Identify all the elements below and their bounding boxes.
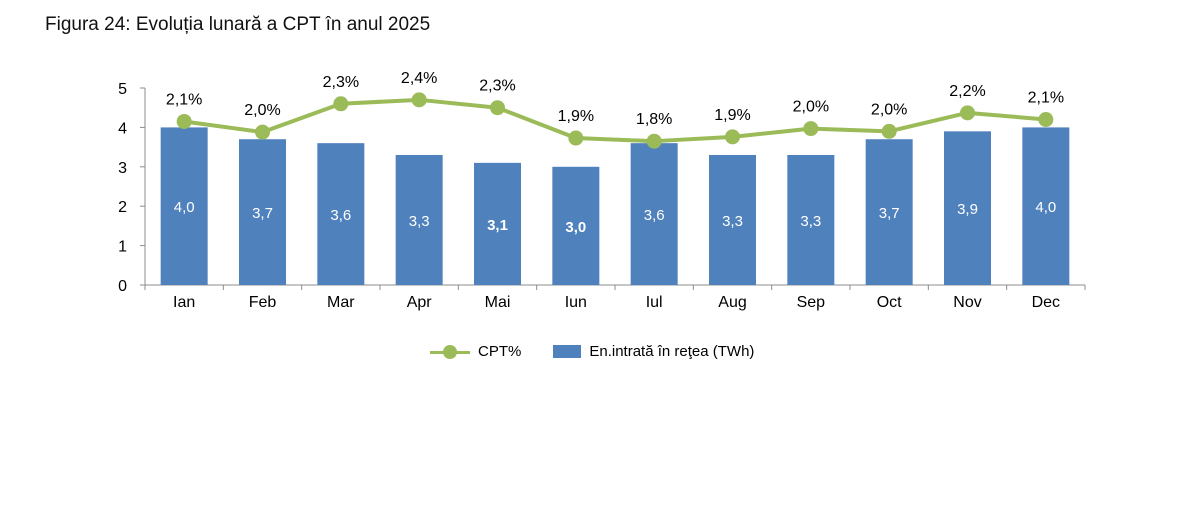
bar-labels: 4,0 3,7 3,6 3,3 3,1 3,0 3,6 3,3 3,3 3,7 3,9 4,0 (174, 199, 1057, 236)
cpt-data-label: 2,0% (244, 102, 280, 119)
cpt-data-label: 2,3% (479, 78, 515, 95)
y-tick-labels: 0 1 2 3 4 5 (118, 81, 145, 295)
cpt-data-label: 2,0% (793, 99, 829, 116)
y-tick-label: 3 (118, 160, 127, 177)
bar-data-label: 3,7 (252, 205, 273, 222)
cpt-data-label: 2,3% (323, 74, 359, 91)
cpt-data-label: 2,0% (871, 101, 907, 118)
cpt-point (646, 133, 662, 149)
bar-data-label: 3,3 (409, 213, 430, 230)
cpt-point (333, 96, 349, 112)
cpt-data-label: 2,4% (401, 70, 437, 87)
cpt-point (411, 92, 427, 108)
cpt-line (183, 97, 1047, 144)
bar-series (160, 127, 1070, 286)
cpt-point (568, 130, 584, 146)
x-tick-label: Oct (877, 294, 902, 311)
x-tick-label: Mai (485, 294, 511, 311)
cpt-point (176, 113, 192, 129)
y-tick-label: 1 (118, 239, 127, 256)
x-tick-label: Aug (718, 294, 746, 311)
bar (944, 131, 991, 285)
bar (552, 166, 600, 285)
bar-data-label: 3,6 (644, 207, 665, 224)
bar-data-label: 3,3 (722, 213, 743, 230)
bar (317, 143, 365, 285)
bar (239, 139, 286, 285)
bar (709, 154, 756, 285)
bar (160, 127, 208, 286)
legend-item-cpt[interactable]: CPT% (430, 343, 521, 360)
cpt-point (803, 121, 819, 137)
y-tick-label: 4 (118, 120, 127, 137)
bar-data-label: 3,0 (565, 219, 586, 236)
x-tick-label: Ian (173, 294, 195, 311)
bar (395, 154, 443, 285)
legend-line-icon (430, 344, 470, 359)
y-tick-label: 0 (118, 278, 127, 295)
bar (630, 143, 678, 285)
y-tick-label: 5 (118, 81, 127, 98)
line-series (176, 92, 1054, 149)
cpt-data-label: 2,1% (1028, 90, 1064, 107)
x-tick-label: Sep (797, 294, 826, 311)
y-tick-label: 2 (118, 199, 127, 216)
cpt-point (1038, 112, 1054, 128)
cpt-point (725, 129, 740, 145)
legend-item-energy[interactable]: En.intrată în reţea (TWh) (553, 343, 754, 360)
line-labels: 2,1% 2,0% 2,3% 2,4% 2,3% 1,9% 1,8% 1,9% 2,0% 2,0%… (166, 70, 1064, 128)
bar (1022, 127, 1070, 286)
bar-data-label: 4,0 (174, 199, 195, 216)
cpt-point (255, 124, 270, 140)
cpt-data-label: 1,9% (558, 108, 594, 125)
bar-data-label: 3,3 (800, 213, 821, 230)
bar (787, 154, 835, 285)
bar-data-label: 3,6 (330, 207, 351, 224)
cpt-point (881, 123, 897, 139)
legend-label-cpt: CPT% (478, 343, 522, 360)
x-tick-label: Mar (327, 294, 355, 311)
figure-title: Figura 24: Evoluția lunară a CPT în anul… (45, 14, 431, 35)
cpt-data-label: 2,2% (949, 83, 985, 100)
x-tick-label: Dec (1032, 294, 1060, 311)
legend-label-energy: En.intrată în reţea (TWh) (589, 343, 755, 360)
bar-data-label: 3,7 (879, 205, 900, 222)
cpt-data-label: 2,1% (166, 91, 202, 108)
cpt-data-label: 1,9% (714, 107, 750, 124)
cpt-point (490, 100, 505, 116)
x-tick-labels: Ian Feb Mar Apr Mai Iun Iul Aug Sep Oct Nov Dec (144, 285, 1086, 311)
x-tick-label: Nov (953, 294, 981, 311)
legend: CPT% En.intrată în reţea (TWh) (430, 343, 786, 360)
bar (474, 162, 521, 285)
x-tick-label: Iun (565, 294, 587, 311)
bar-data-label: 3,9 (957, 201, 978, 218)
cpt-data-label: 1,8% (636, 111, 672, 128)
x-tick-label: Feb (249, 294, 277, 311)
x-tick-label: Iul (646, 294, 663, 311)
x-tick-label: Apr (407, 294, 433, 311)
cpt-point (960, 105, 975, 121)
bar-data-label: 4,0 (1035, 199, 1056, 216)
legend-box-icon (553, 345, 582, 358)
bar-data-label: 3,1 (487, 217, 508, 234)
bar (865, 139, 913, 285)
